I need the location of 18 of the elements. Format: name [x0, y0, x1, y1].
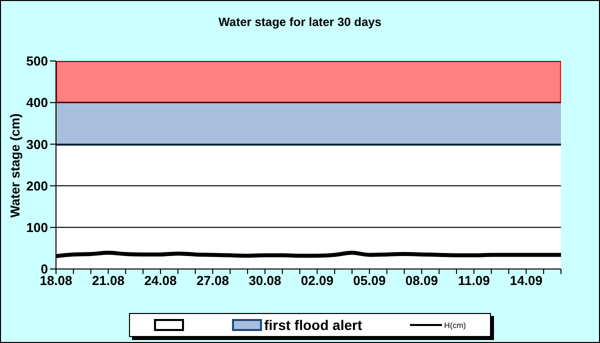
x-tick-label: 08.09: [405, 273, 438, 288]
legend-label: H(cm): [444, 320, 466, 330]
chart-title: Water stage for later 30 days: [218, 15, 382, 29]
y-axis-title: Water stage (cm): [8, 112, 22, 218]
y-tick-label: 100: [26, 220, 48, 236]
x-tick-label: 02.09: [300, 273, 334, 288]
x-tick-label: 27.08: [196, 273, 229, 288]
y-tick-label: 200: [26, 178, 48, 194]
y-tick-label: 400: [26, 95, 48, 110]
x-tick-label: 11.09: [458, 273, 490, 288]
y-tick-label: 500: [26, 54, 48, 69]
x-tick-label: 05.09: [353, 273, 386, 288]
x-tick-label: 24.08: [144, 273, 177, 288]
x-tick-label: 21.08: [92, 273, 125, 288]
x-tick-label: 30.08: [248, 273, 282, 288]
y-tick-label: 300: [26, 136, 48, 152]
x-tick-label: 14.09: [510, 273, 542, 288]
legend-label: first flood alert: [264, 317, 362, 333]
